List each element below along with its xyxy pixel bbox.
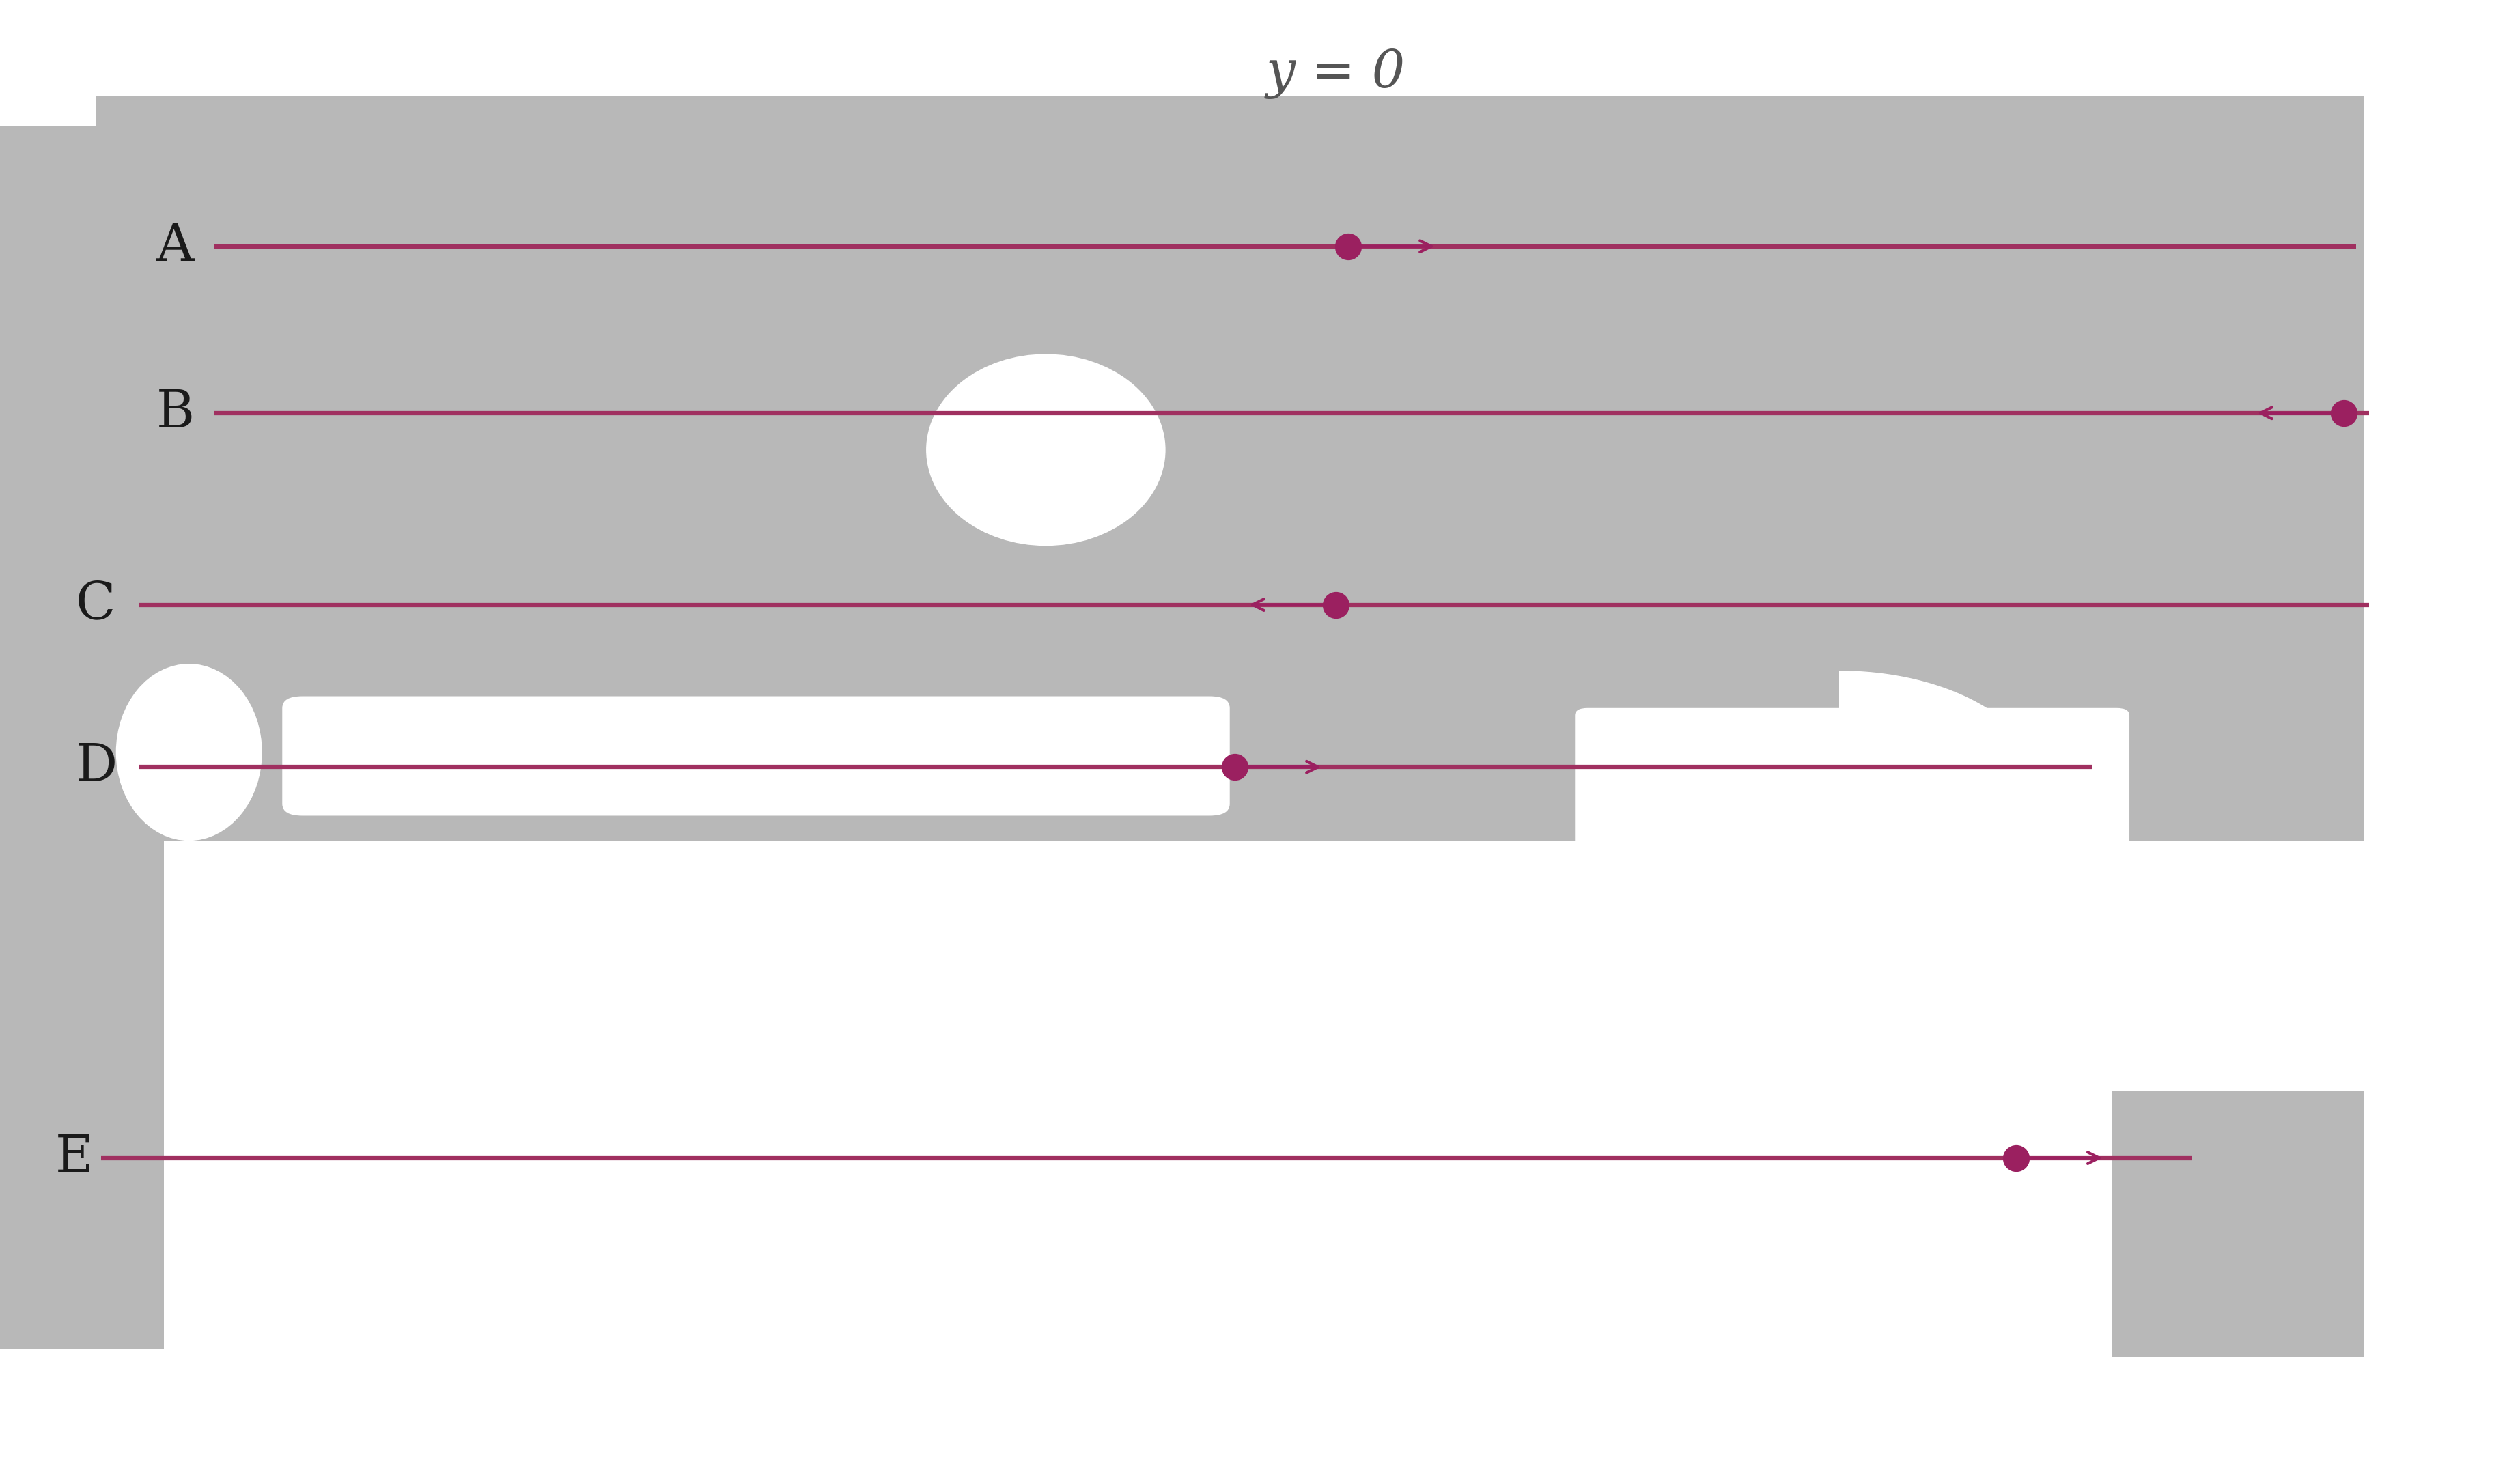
- Point: [2323, 401, 2364, 425]
- Ellipse shape: [925, 354, 1164, 546]
- FancyBboxPatch shape: [1575, 708, 2129, 848]
- Point: [1215, 755, 1255, 779]
- FancyBboxPatch shape: [0, 125, 113, 1350]
- FancyBboxPatch shape: [96, 96, 2364, 686]
- Text: y = 0: y = 0: [1265, 49, 1406, 99]
- Text: B: B: [156, 388, 194, 438]
- Point: [1996, 1146, 2036, 1170]
- Point: [1315, 593, 1356, 617]
- Polygon shape: [1840, 671, 2041, 907]
- FancyBboxPatch shape: [1915, 96, 2364, 265]
- FancyBboxPatch shape: [0, 701, 164, 1350]
- Text: A: A: [156, 221, 194, 271]
- Text: D: D: [76, 742, 118, 792]
- Ellipse shape: [116, 664, 262, 841]
- Text: E: E: [55, 1133, 93, 1183]
- Point: [1328, 235, 1368, 258]
- FancyBboxPatch shape: [96, 597, 2364, 841]
- Text: C: C: [76, 580, 116, 630]
- FancyBboxPatch shape: [96, 96, 260, 501]
- FancyBboxPatch shape: [2112, 1092, 2364, 1357]
- FancyBboxPatch shape: [282, 696, 1230, 816]
